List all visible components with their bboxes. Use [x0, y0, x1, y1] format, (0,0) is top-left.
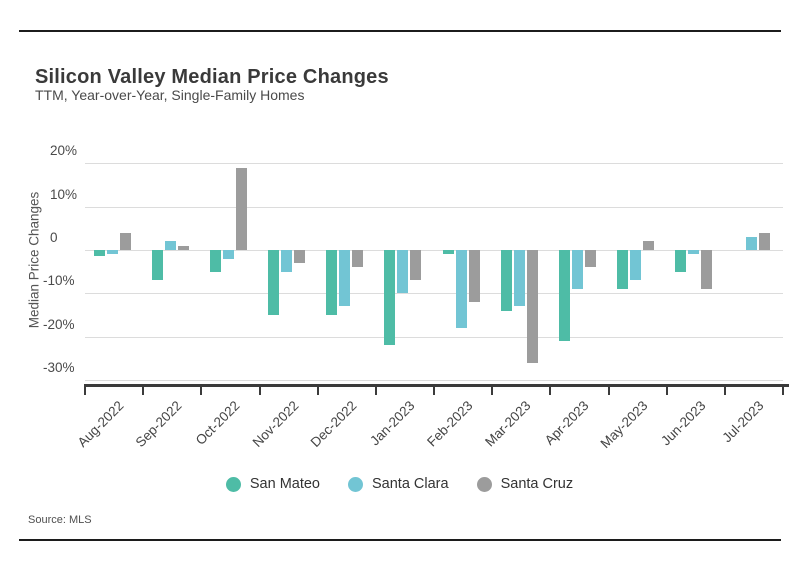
bar-santa-clara-aug-2022[interactable]	[106, 250, 118, 255]
gridline--10	[85, 293, 783, 295]
x-axis-tick	[549, 384, 552, 395]
x-axis-tick	[374, 384, 377, 395]
bar-santa-cruz-apr-2023[interactable]	[584, 250, 596, 268]
x-axis-tick	[258, 384, 261, 395]
legend-swatch-icon	[476, 476, 492, 492]
bar-san-mateo-sep-2022[interactable]	[151, 250, 163, 281]
xtick-label-feb-2023: Feb-2023	[424, 398, 476, 450]
chart-title: Silicon Valley Median Price Changes	[35, 66, 389, 89]
x-axis-tick	[84, 384, 86, 395]
bar-san-mateo-may-2023[interactable]	[617, 250, 628, 289]
xtick-label-may-2023: May-2023	[597, 398, 651, 452]
ytick-label--20: -20%	[43, 316, 75, 332]
bar-santa-clara-nov-2022[interactable]	[281, 250, 292, 272]
xtick-label-aug-2022: Aug-2022	[74, 398, 127, 451]
bar-santa-clara-feb-2023[interactable]	[455, 250, 467, 328]
bar-santa-cruz-oct-2022[interactable]	[235, 167, 247, 250]
xtick-label-jan-2023: Jan-2023	[367, 398, 418, 449]
x-axis-tick	[723, 384, 726, 395]
gridline--20	[85, 336, 783, 338]
legend-label: Santa Cruz	[500, 476, 574, 492]
source-note: Source: MLS	[28, 514, 92, 526]
gridline-10	[85, 206, 783, 208]
gridline-20	[85, 163, 783, 165]
x-axis-tick	[142, 384, 145, 395]
legend-label: Santa Clara	[372, 476, 449, 492]
bar-santa-cruz-jul-2023[interactable]	[759, 232, 771, 250]
legend-swatch-icon	[348, 476, 363, 492]
xtick-label-dec-2022: Dec-2022	[307, 398, 360, 451]
x-axis-tick	[200, 384, 203, 395]
xtick-label-apr-2023: Apr-2023	[542, 398, 593, 448]
ytick-label-0: 0	[50, 230, 58, 245]
xtick-label-jun-2023: Jun-2023	[657, 398, 709, 449]
legend-item-santa-cruz: Santa Cruz	[476, 476, 574, 492]
bar-santa-cruz-jun-2023[interactable]	[701, 250, 713, 289]
legend-item-santa-clara: Santa Clara	[348, 476, 449, 492]
gridline--30	[85, 379, 783, 381]
bar-santa-clara-jan-2023[interactable]	[397, 250, 409, 294]
bar-san-mateo-dec-2022[interactable]	[326, 250, 338, 315]
bar-san-mateo-feb-2023[interactable]	[442, 250, 454, 255]
xtick-label-mar-2023: Mar-2023	[482, 398, 534, 450]
bar-san-mateo-apr-2023[interactable]	[558, 250, 570, 341]
ytick-label-20: 20%	[50, 143, 78, 159]
y-axis-title: Median Price Changes	[26, 191, 42, 329]
x-axis-tick	[665, 384, 668, 395]
bar-san-mateo-nov-2022[interactable]	[268, 250, 279, 315]
xtick-label-oct-2022: Oct-2022	[193, 398, 244, 448]
bar-san-mateo-jan-2023[interactable]	[384, 250, 396, 346]
bar-san-mateo-mar-2023[interactable]	[500, 250, 512, 311]
x-axis-tick	[433, 384, 435, 395]
xtick-label-nov-2022: Nov-2022	[249, 398, 302, 451]
bar-santa-clara-apr-2023[interactable]	[571, 250, 583, 289]
bar-santa-clara-may-2023[interactable]	[630, 250, 641, 281]
bar-santa-clara-jul-2023[interactable]	[746, 237, 758, 250]
x-axis-tick	[491, 384, 494, 395]
bottom-divider	[19, 539, 781, 541]
bar-santa-clara-oct-2022[interactable]	[222, 250, 234, 259]
bar-santa-cruz-dec-2022[interactable]	[352, 250, 364, 268]
x-axis-line	[85, 384, 789, 387]
legend-item-san-mateo: San Mateo	[225, 476, 320, 492]
bar-santa-cruz-jan-2023[interactable]	[410, 250, 422, 281]
ytick-label--10: -10%	[43, 273, 75, 289]
top-divider	[19, 30, 781, 32]
bar-santa-cruz-nov-2022[interactable]	[294, 250, 305, 263]
legend-swatch-icon	[225, 476, 241, 492]
legend-label: San Mateo	[249, 476, 320, 492]
ytick-label-10: 10%	[50, 186, 78, 202]
x-axis-tick	[607, 384, 610, 395]
bar-san-mateo-oct-2022[interactable]	[209, 250, 221, 272]
bar-santa-cruz-aug-2022[interactable]	[119, 232, 131, 250]
legend: San Mateo Santa Clara Santa Cruz	[0, 476, 799, 492]
gridline-0	[85, 250, 783, 251]
chart-subtitle: TTM, Year-over-Year, Single-Family Homes	[35, 87, 305, 103]
xtick-label-jul-2023: Jul-2023	[719, 398, 767, 446]
bar-san-mateo-jun-2023[interactable]	[675, 250, 687, 272]
bar-santa-cruz-sep-2022[interactable]	[177, 245, 189, 250]
bar-santa-clara-mar-2023[interactable]	[513, 250, 525, 307]
xtick-label-sep-2022: Sep-2022	[132, 398, 185, 451]
ytick-label--30: -30%	[43, 359, 75, 375]
bar-santa-cruz-mar-2023[interactable]	[526, 250, 538, 363]
bar-santa-clara-sep-2022[interactable]	[164, 241, 176, 250]
plot-area	[85, 145, 783, 384]
x-axis-tick	[782, 384, 784, 395]
bar-santa-cruz-feb-2023[interactable]	[468, 250, 480, 302]
bar-san-mateo-aug-2022[interactable]	[93, 250, 105, 257]
x-axis-tick	[316, 384, 319, 395]
bar-santa-cruz-may-2023[interactable]	[643, 241, 654, 250]
bar-santa-clara-dec-2022[interactable]	[339, 250, 351, 307]
bar-santa-clara-jun-2023[interactable]	[688, 250, 700, 255]
